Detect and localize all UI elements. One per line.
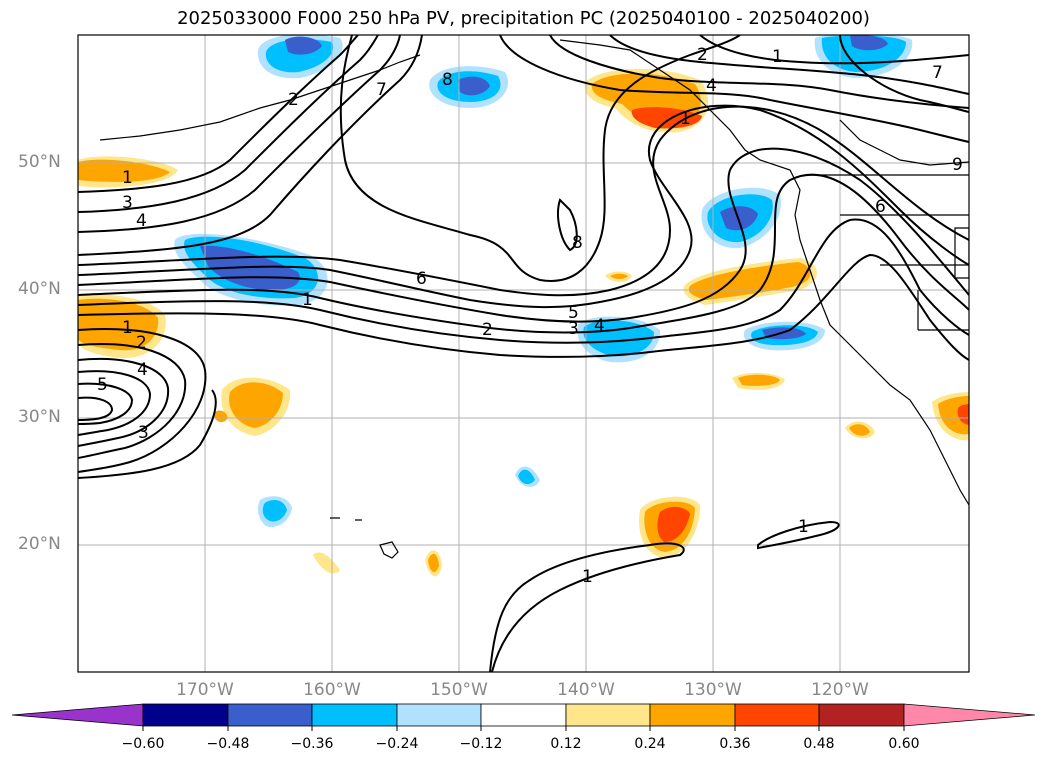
contour-label: 8 <box>572 233 583 253</box>
contour-label: 6 <box>416 269 427 289</box>
contour-labels: 1 3 4 1 2 4 5 3 3 6 5 2 3 4 1 2 1 1 7 8 … <box>97 45 963 587</box>
colorbar-tick-label: 0.60 <box>888 736 920 752</box>
lon-label: 140°W <box>557 680 615 700</box>
contour-label: 7 <box>376 80 387 100</box>
contour-label: 3 <box>122 193 133 213</box>
lon-label: 120°W <box>811 680 869 700</box>
contour-label: 1 <box>582 567 593 587</box>
lon-label: 130°W <box>684 680 742 700</box>
colorbar-swatch <box>565 703 651 727</box>
lat-label: 50°N <box>18 152 61 172</box>
colorbar <box>11 703 1036 731</box>
contour-label: 4 <box>137 360 148 380</box>
colorbar-tick-label: 0.12 <box>550 736 582 752</box>
colorbar-swatch <box>396 703 482 727</box>
contour-label: 1 <box>772 47 783 67</box>
contour-label: 5 <box>568 303 579 323</box>
contour-label: 2 <box>697 45 708 65</box>
pv-contours <box>78 35 969 672</box>
contour-label: 4 <box>136 211 147 231</box>
colorbar-tick-label: −0.60 <box>121 736 165 752</box>
colorbar-swatch <box>649 703 736 727</box>
colorbar-tick-label: 0.36 <box>719 736 751 752</box>
contour-label: 1 <box>798 517 809 537</box>
colorbar-extend-low <box>11 703 144 727</box>
colorbar-swatch <box>227 703 313 727</box>
contour-label: 1 <box>122 318 133 338</box>
graticule <box>78 35 969 672</box>
colorbar-swatch <box>311 703 398 727</box>
contour-label: 1 <box>680 109 691 129</box>
contour-label: 6 <box>875 197 886 217</box>
contour-label: 2 <box>482 320 493 340</box>
colorbar-tick-label: −0.48 <box>206 736 250 752</box>
colorbar-swatch <box>818 703 905 727</box>
colorbar-tick-label: −0.36 <box>290 736 334 752</box>
colorbar-tick-label: −0.24 <box>375 736 419 752</box>
colorbar-tick-label: 0.48 <box>803 736 835 752</box>
contour-label: 3 <box>568 319 579 339</box>
contour-label: 9 <box>952 155 963 175</box>
contour-label: 5 <box>97 375 108 395</box>
lat-label: 30°N <box>18 407 61 427</box>
lat-label: 40°N <box>18 279 61 299</box>
contour-label: 8 <box>442 70 453 90</box>
contour-label: 4 <box>594 316 605 336</box>
contour-label: 1 <box>302 290 313 310</box>
colorbar-swatch <box>480 703 567 727</box>
contour-label: 2 <box>288 90 299 110</box>
colorbar-extend-high <box>903 703 1036 727</box>
lon-label: 170°W <box>176 680 234 700</box>
colorbar-tick-label: 0.24 <box>634 736 666 752</box>
map-title: 2025033000 F000 250 hPa PV, precipitatio… <box>177 8 870 29</box>
colorbar-tick-label: −0.12 <box>459 736 503 752</box>
contour-label: 3 <box>138 423 149 443</box>
lon-label: 160°W <box>303 680 361 700</box>
colorbar-swatch <box>734 703 820 727</box>
contour-label: 2 <box>136 333 147 353</box>
precip-shading <box>78 35 969 577</box>
contour-label: 7 <box>932 63 943 83</box>
contour-label: 4 <box>706 76 717 96</box>
lat-label: 20°N <box>18 534 61 554</box>
colorbar-swatch <box>142 703 229 727</box>
contour-label: 1 <box>122 168 133 188</box>
lon-label: 150°W <box>430 680 488 700</box>
map-frame <box>77 34 970 673</box>
